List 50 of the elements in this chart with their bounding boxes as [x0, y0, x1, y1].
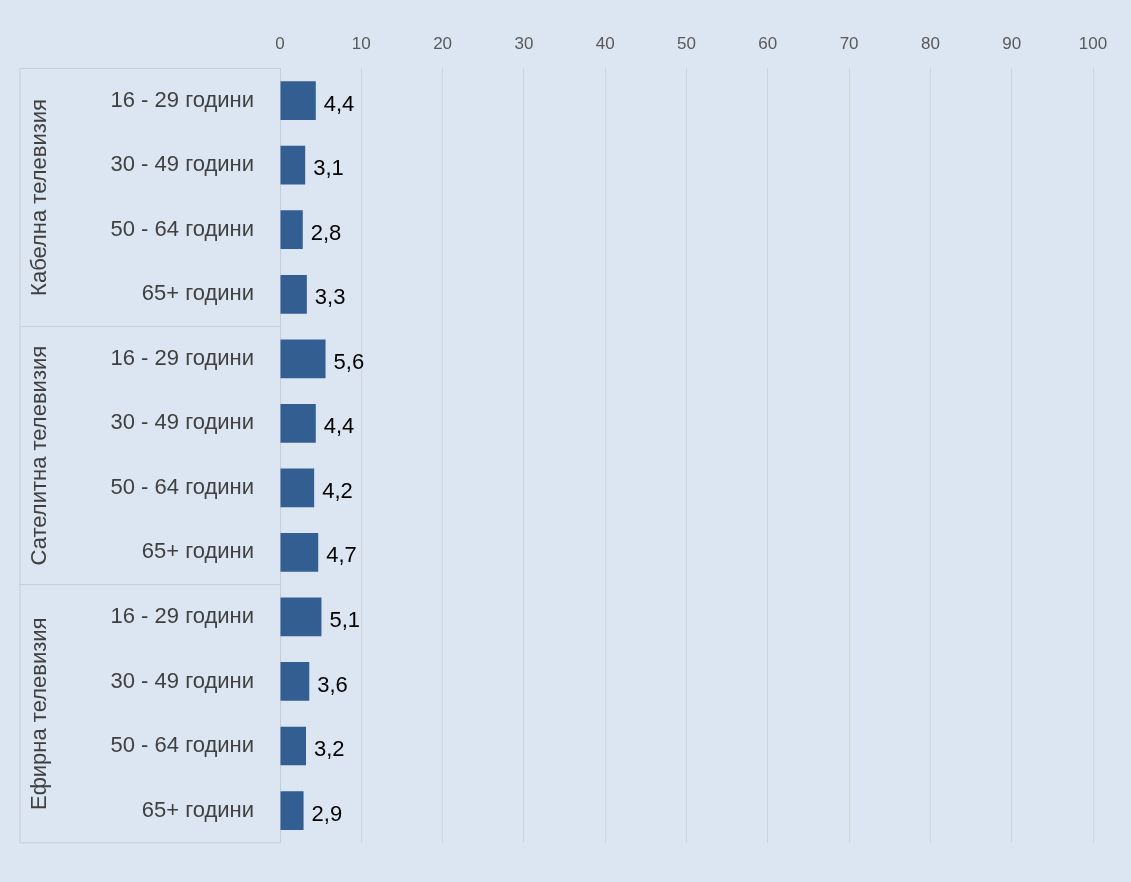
y-tick-label: 16 - 29 години [110, 603, 254, 628]
bar [280, 726, 307, 766]
text: Сателитна телевизия [26, 345, 52, 566]
data-label: 3,6 [317, 671, 348, 697]
y-tick-label: 16 - 29 години [110, 344, 254, 370]
data-label: 5,6 [333, 348, 365, 374]
data-label: 4,4 [323, 413, 355, 439]
bar [280, 403, 316, 443]
y-tick-label: 50 - 64 години [110, 215, 254, 241]
y-tick-label: 16 - 29 години [110, 86, 254, 112]
data-label: 4,2 [322, 477, 353, 503]
data-label: 3,2 [314, 736, 345, 762]
x-tick-label: 100 [1078, 33, 1108, 53]
bar [280, 791, 304, 830]
x-tick-label: 40 [595, 33, 615, 53]
bar [280, 339, 326, 379]
y-tick-label: 65+ години [141, 796, 254, 822]
x-tick-label: 70 [839, 33, 859, 53]
data-label: 3,3 [314, 284, 346, 310]
x-tick-label: 20 [433, 33, 453, 53]
y-tick-label: 50 - 64 години [110, 473, 254, 499]
y-tick-label: 65+ години [141, 538, 254, 564]
x-tick-label: 50 [677, 33, 696, 53]
data-label: 3,1 [313, 155, 344, 181]
text: Ефирна телевизия [26, 617, 52, 810]
data-label: 2,8 [310, 219, 342, 245]
bar [280, 210, 303, 250]
data-label: 5,1 [329, 607, 361, 632]
x-tick-label: 80 [920, 33, 940, 53]
data-label: 4,4 [323, 90, 355, 116]
bar [280, 145, 306, 185]
x-tick-label: 10 [351, 33, 371, 53]
y-tick-label: 50 - 64 години [110, 732, 254, 758]
x-tick-label: 60 [758, 33, 778, 53]
bar [280, 533, 319, 572]
y-tick-label: 30 - 49 години [110, 151, 254, 177]
x-tick-label: 90 [1002, 33, 1022, 53]
bar [280, 468, 315, 508]
y-tick-label: 30 - 49 години [110, 667, 254, 693]
data-label: 4,7 [326, 542, 357, 568]
bar [280, 81, 316, 121]
x-tick-label: 30 [514, 33, 534, 53]
bar [280, 662, 310, 701]
data-label: 2,9 [311, 800, 343, 826]
bar [280, 597, 322, 637]
y-tick-label: 65+ години [141, 280, 254, 306]
bar [280, 274, 307, 314]
x-tick-label: 0 [275, 33, 285, 53]
y-tick-label: 30 - 49 години [110, 409, 254, 435]
text: Кабелна телевизия [26, 99, 52, 296]
